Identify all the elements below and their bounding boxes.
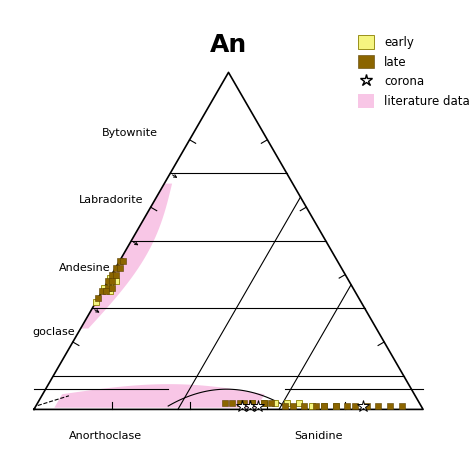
Text: Anorthoclase: Anorthoclase (69, 431, 143, 441)
Text: Labradorite: Labradorite (79, 195, 143, 205)
Text: goclase: goclase (32, 327, 74, 337)
Text: Sanidine: Sanidine (294, 431, 342, 441)
Text: Bytownite: Bytownite (102, 128, 158, 138)
Text: Andesine: Andesine (59, 263, 111, 273)
Legend: early, late, corona, literature data: early, late, corona, literature data (355, 32, 473, 111)
Text: An: An (210, 33, 247, 57)
Polygon shape (81, 183, 172, 328)
Polygon shape (55, 384, 264, 408)
